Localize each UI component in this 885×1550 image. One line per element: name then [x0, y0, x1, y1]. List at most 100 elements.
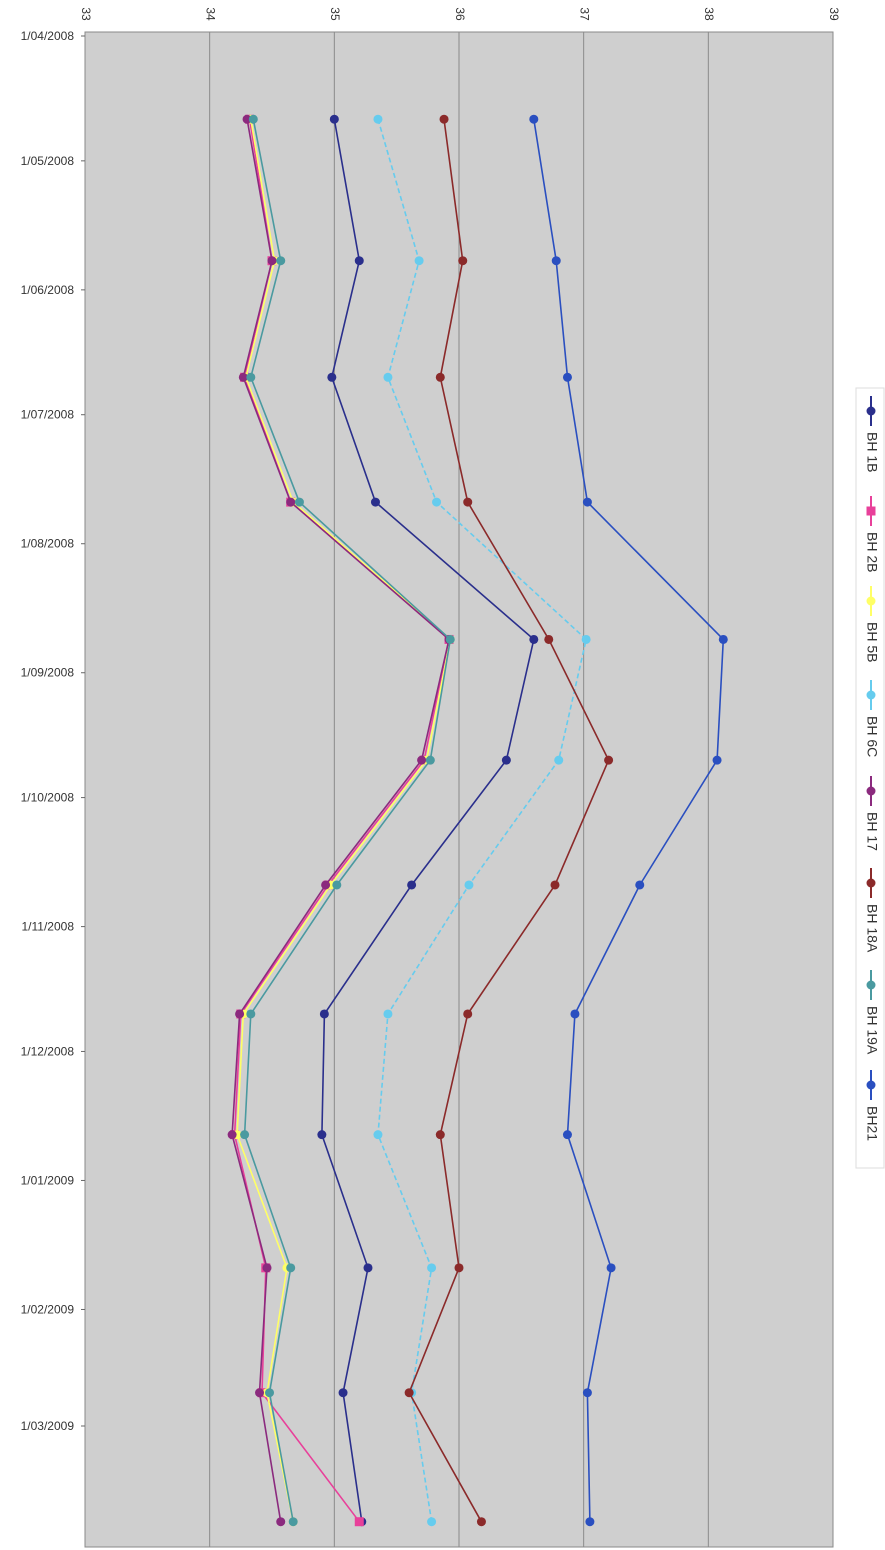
data-point [585, 1517, 595, 1527]
data-point [235, 1009, 245, 1019]
legend-marker [866, 506, 876, 516]
legend-marker [866, 980, 876, 990]
series-bh-18a [404, 114, 614, 1527]
data-point [354, 256, 364, 266]
data-point [529, 634, 539, 644]
data-point [454, 1263, 464, 1273]
series-line [231, 119, 450, 1522]
date-tick-label: 1/02/2009 [21, 1302, 75, 1316]
data-point [550, 880, 560, 890]
data-point [286, 1263, 296, 1273]
data-point [363, 1263, 373, 1273]
legend-marker [866, 596, 876, 606]
series-bh-1b [317, 114, 539, 1527]
data-point [463, 497, 473, 507]
legend-label: BH 17 [864, 812, 880, 851]
data-point [276, 1517, 286, 1527]
data-point [529, 114, 539, 124]
data-point [562, 372, 572, 382]
value-tick-label: 37 [577, 7, 591, 21]
data-point [265, 1388, 275, 1398]
data-point [294, 497, 304, 507]
data-point [427, 1517, 437, 1527]
date-tick-label: 1/05/2008 [21, 154, 75, 168]
data-point [407, 880, 417, 890]
data-point [373, 114, 383, 124]
series-line [321, 119, 535, 1522]
data-point [435, 1130, 445, 1140]
legend-label: BH 1B [864, 432, 880, 472]
legend-label: BH 2B [864, 532, 880, 572]
data-point [544, 634, 554, 644]
data-point [383, 1009, 393, 1019]
data-point [582, 1388, 592, 1398]
value-tick-label: 35 [328, 7, 342, 21]
legend-marker [866, 878, 876, 888]
data-point [242, 114, 252, 124]
legend-marker [866, 786, 876, 796]
date-tick-label: 1/08/2008 [21, 537, 75, 551]
value-tick-label: 34 [203, 7, 217, 21]
data-point [718, 634, 728, 644]
data-point [427, 1263, 437, 1273]
date-tick-label: 1/11/2008 [22, 920, 75, 934]
data-point [329, 114, 339, 124]
data-point [581, 634, 591, 644]
series-line [236, 119, 452, 1522]
series-line [533, 119, 725, 1522]
data-point [246, 1009, 256, 1019]
legend-label: BH 19A [864, 1006, 880, 1055]
data-point [262, 1263, 272, 1273]
data-point [276, 256, 286, 266]
data-point [435, 372, 445, 382]
legend-marker [866, 1080, 876, 1090]
data-point [439, 114, 449, 124]
data-point [554, 755, 564, 765]
series-line [377, 118, 588, 1522]
data-point [414, 256, 424, 266]
data-point [464, 880, 474, 890]
data-point [417, 755, 427, 765]
data-point [551, 256, 561, 266]
data-point [267, 256, 277, 266]
value-tick-label: 36 [453, 7, 467, 21]
data-point [373, 1130, 383, 1140]
data-point [582, 497, 592, 507]
data-point [255, 1388, 265, 1398]
legend-marker [866, 406, 876, 416]
date-tick-label: 1/04/2008 [21, 29, 75, 43]
legend: BH 1B BH 2B BH 5B BH 6C BH 17 BH 18A BH 19A BH2… [855, 387, 885, 1169]
data-point [445, 634, 455, 644]
data-point [317, 1130, 327, 1140]
data-point [338, 1388, 348, 1398]
data-point [501, 755, 511, 765]
data-point [370, 497, 380, 507]
legend-label: BH 5B [864, 622, 880, 662]
data-point [404, 1388, 414, 1398]
date-tick-label: 1/09/2008 [21, 666, 75, 680]
date-tick-label: 1/12/2008 [21, 1044, 75, 1058]
legend-label: BH 6C [864, 716, 880, 757]
legend-label: BH21 [864, 1106, 880, 1141]
data-point [476, 1517, 486, 1527]
data-point [570, 1009, 580, 1019]
data-point [635, 880, 645, 890]
data-point [458, 256, 468, 266]
value-tick-label: 38 [702, 7, 716, 21]
series-line [408, 119, 610, 1523]
data-point [327, 372, 337, 382]
data-point [383, 372, 393, 382]
date-tick-label: 1/10/2008 [21, 791, 75, 805]
legend-label: BH 18A [864, 904, 880, 953]
data-point [425, 755, 435, 765]
grid [84, 32, 834, 1547]
data-point [463, 1009, 473, 1019]
date-tick-label: 1/06/2008 [21, 283, 75, 297]
data-point [319, 1009, 329, 1019]
series-bh-19a [240, 114, 455, 1527]
data-point [604, 755, 614, 765]
data-point [248, 114, 258, 124]
data-point [227, 1130, 237, 1140]
date-tick-label: 1/07/2008 [21, 408, 75, 422]
series-bh21 [529, 114, 728, 1527]
